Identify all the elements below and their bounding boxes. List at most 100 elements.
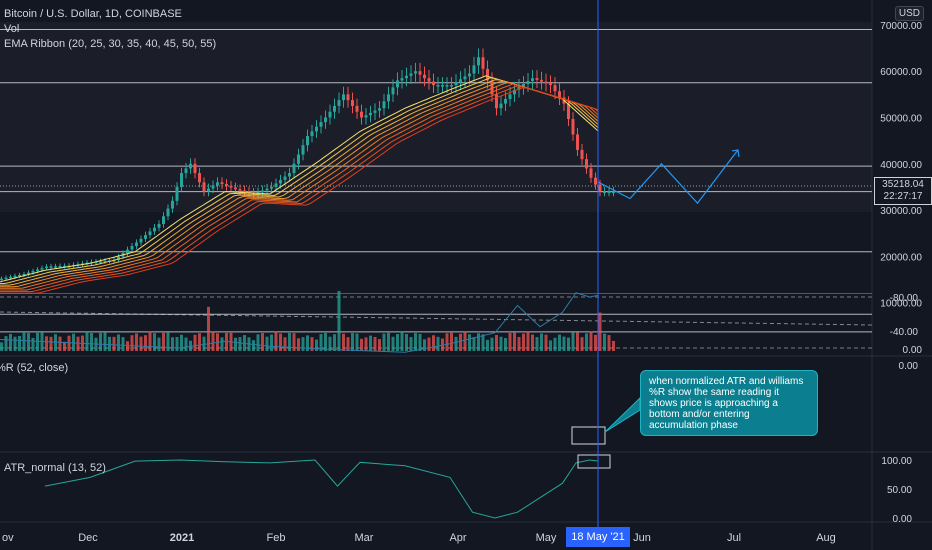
volume-bar <box>36 332 39 351</box>
candle-body <box>459 79 462 83</box>
candle-body <box>162 216 165 224</box>
candle-body <box>283 176 287 181</box>
symbol-legend: Bitcoin / U.S. Dollar, 1D, COINBASE <box>4 8 182 20</box>
candle-body <box>454 82 458 86</box>
candle-body <box>99 261 102 263</box>
candle-body <box>288 173 291 177</box>
volume-bar <box>360 338 363 351</box>
volume-bar <box>85 331 89 351</box>
volume-bar <box>328 336 332 351</box>
cursor-date-label: 18 May '21 <box>566 527 630 547</box>
candle-body <box>189 163 192 169</box>
volume-bar <box>481 334 485 351</box>
candle-body <box>58 266 62 268</box>
time-tick-label: Feb <box>267 532 286 544</box>
volume-bar <box>378 339 381 351</box>
candle-body <box>270 186 273 189</box>
volume-bar <box>504 338 507 351</box>
volume-bar <box>486 339 489 351</box>
candle-body <box>18 274 21 277</box>
candle-body <box>346 94 350 101</box>
volume-bar <box>540 333 543 351</box>
candle-body <box>324 117 327 123</box>
ema-ribbon-line <box>0 82 599 289</box>
volume-bar <box>4 336 8 351</box>
projection-arrowhead <box>731 149 740 157</box>
candle-body <box>243 190 246 192</box>
volume-bar <box>117 334 120 351</box>
candle-body <box>9 276 12 279</box>
volume-bar <box>153 333 156 351</box>
volume-bar <box>301 337 305 351</box>
candle-body <box>526 81 530 84</box>
candle-body <box>499 103 503 109</box>
volume-bar <box>382 333 386 351</box>
volume-bar <box>364 337 368 351</box>
volume-bar <box>225 332 228 351</box>
candle-body <box>184 168 188 174</box>
candle-body <box>418 71 422 75</box>
candle-body <box>261 190 264 193</box>
currency-button[interactable]: USD <box>894 6 924 21</box>
volume-bar <box>283 337 287 351</box>
williams-highlight-box <box>571 426 606 445</box>
atr-normal-line <box>44 459 599 519</box>
candle-body <box>27 272 30 275</box>
candle-body <box>427 78 431 82</box>
candle-body <box>234 187 237 190</box>
volume-bar <box>63 341 66 351</box>
volume-bar <box>490 337 494 351</box>
candle-body <box>477 57 480 66</box>
candle-body <box>13 275 17 278</box>
volume-bar <box>220 337 224 351</box>
volume-bar <box>31 337 35 351</box>
candle-body <box>360 111 363 118</box>
atr-tick-label: 50.00 <box>887 485 912 496</box>
candle-body <box>144 235 147 239</box>
vol-legend: Vol <box>4 23 20 35</box>
candle-body <box>612 191 615 194</box>
volume-bar <box>72 333 75 351</box>
volume-bar <box>346 337 350 351</box>
volume-bar <box>468 334 471 351</box>
volume-bar <box>508 332 512 351</box>
annotation-callout: when normalized ATR and williams %R show… <box>640 370 818 436</box>
candle-body <box>378 108 381 111</box>
volume-bar <box>126 341 129 351</box>
volume-bar <box>45 336 48 351</box>
candle-body <box>436 85 440 87</box>
volume-bar <box>99 332 102 351</box>
volume-bar <box>315 339 318 351</box>
candle-body <box>225 184 228 186</box>
candle-body <box>94 261 98 264</box>
volume-bar <box>445 333 449 351</box>
volume-bar <box>274 331 278 351</box>
volume-bar <box>198 333 201 351</box>
atr-tick-label: 100.00 <box>881 456 912 467</box>
candle-body <box>495 94 498 109</box>
volume-bar <box>499 336 503 351</box>
ema-ribbon-line <box>0 87 599 294</box>
volume-bar <box>391 336 395 351</box>
candle-body <box>486 68 489 81</box>
candle-body <box>535 78 539 80</box>
price-tick-label: 0.00 <box>903 345 923 356</box>
candle-body <box>576 134 579 150</box>
candle-body <box>553 85 557 92</box>
volume-bar <box>454 336 458 351</box>
last-price-value: 35218.04 <box>882 179 924 190</box>
candle-body <box>31 271 35 273</box>
volume-bar <box>288 332 291 351</box>
price-tick-label: 50000.00 <box>880 114 922 125</box>
candle-body <box>490 80 494 95</box>
last-price-timer: 22:27:17 <box>883 191 923 202</box>
volume-bar <box>90 333 93 351</box>
volume-bar <box>148 331 152 351</box>
candle-body <box>175 186 179 201</box>
volume-bar <box>463 331 467 351</box>
candle-body <box>274 183 278 187</box>
volume-bar <box>369 335 372 351</box>
volume-bar <box>112 336 116 351</box>
price-tick-label: 60000.00 <box>880 67 922 78</box>
